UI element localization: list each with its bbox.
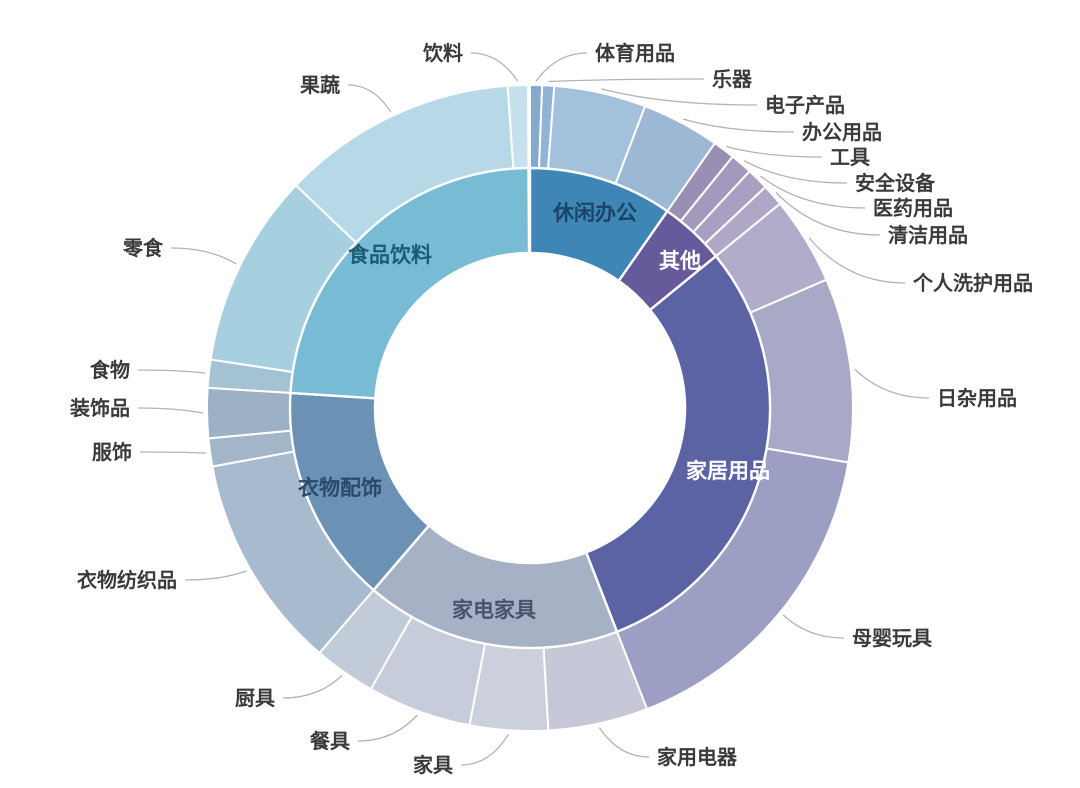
- callout-label: 零食: [122, 236, 164, 260]
- callout-label: 家具: [413, 753, 453, 777]
- inner-segment[interactable]: [584, 254, 772, 633]
- leader-line: [535, 52, 588, 82]
- leader-line: [743, 160, 848, 184]
- callout-label: 日杂用品: [937, 386, 1017, 410]
- outer-segment[interactable]: [206, 386, 293, 440]
- leader-line: [682, 118, 795, 133]
- callout-label: 办公用品: [802, 120, 882, 144]
- leader-line: [548, 78, 705, 83]
- leader-line: [760, 175, 866, 209]
- callout-label: 母婴玩具: [852, 627, 932, 650]
- leader-line: [775, 192, 881, 236]
- leader-line: [347, 84, 392, 113]
- callout-label: 餐具: [310, 729, 350, 753]
- leader-line: [282, 675, 343, 699]
- callout-label: 果蔬: [300, 74, 340, 97]
- callout-label: 个人洗护用品: [912, 271, 1033, 295]
- callout-label: 食物: [90, 358, 130, 382]
- inner-segment-label: 家电家具: [452, 598, 536, 622]
- callout-label: 服饰: [92, 440, 132, 464]
- inner-segment-label: 休闲办公: [552, 202, 637, 225]
- callout-label: 电子产品: [765, 93, 845, 117]
- leader-line: [170, 247, 237, 265]
- inner-ring: [288, 166, 772, 650]
- leader-lines: [137, 52, 930, 766]
- callout-label: 工具: [830, 147, 870, 169]
- leader-line: [808, 237, 906, 284]
- callout-label: 医药用品: [873, 196, 953, 220]
- leader-line: [460, 733, 509, 766]
- leader-line: [598, 727, 650, 758]
- inner-segment-label: 衣物配饰: [298, 476, 382, 500]
- inner-segment-label: 其他: [659, 249, 701, 273]
- callout-label: 乐器: [712, 68, 753, 91]
- leader-line: [854, 368, 930, 399]
- callout-label: 衣物纺织品: [77, 568, 177, 592]
- leader-line: [184, 570, 247, 581]
- leader-line: [726, 145, 823, 158]
- inner-segment-label: 食品饮料: [348, 243, 432, 267]
- callout-label: 饮料: [422, 41, 463, 65]
- callout-label: 装饰品: [69, 396, 130, 420]
- callout-label: 厨具: [235, 688, 275, 710]
- inner-segment-label: 家居用品: [686, 459, 770, 483]
- callout-label: 家用电器: [657, 745, 738, 769]
- callout-label: 安全设备: [855, 171, 936, 195]
- leader-line: [137, 407, 204, 414]
- leader-line: [601, 88, 758, 106]
- leader-line: [137, 369, 205, 374]
- leader-line: [782, 614, 845, 639]
- leader-line: [470, 52, 519, 82]
- leader-line: [139, 451, 207, 454]
- inner-segment[interactable]: [289, 166, 531, 400]
- callout-label: 体育用品: [595, 41, 675, 65]
- leader-line: [357, 714, 418, 742]
- callout-label: 清洁用品: [888, 223, 968, 247]
